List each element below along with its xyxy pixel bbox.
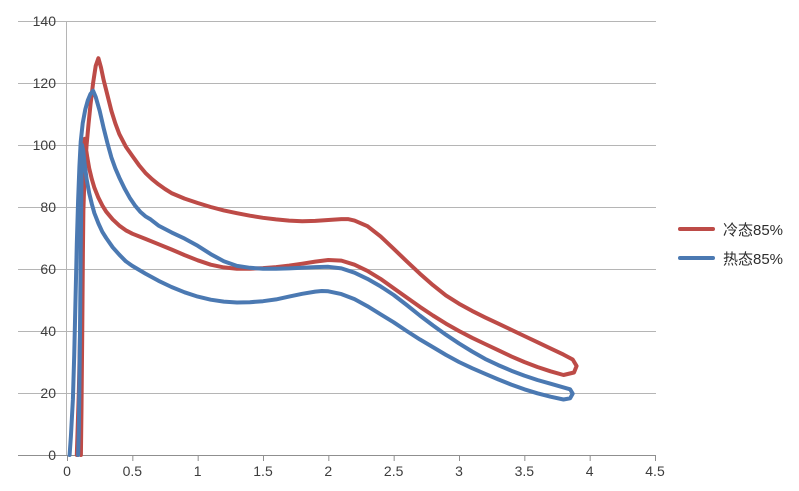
gridlines <box>18 21 656 394</box>
legend-label-cold: 冷态85% <box>723 221 784 239</box>
y-axis-tick-label: 0 <box>48 447 56 463</box>
y-axis-tick-label: 140 <box>32 13 56 29</box>
y-axis-tick-label: 40 <box>40 323 56 339</box>
legend-item-hot[interactable]: 热态85% <box>678 247 783 269</box>
axes <box>18 21 656 461</box>
y-axis-tick-label: 100 <box>32 137 56 153</box>
x-axis-tick-label: 0.5 <box>122 463 143 479</box>
legend-item-cold[interactable]: 冷态85% <box>678 218 783 240</box>
series-cold-line[interactable] <box>74 56 579 457</box>
x-axis-tick-label: 1.5 <box>253 463 273 479</box>
x-axis-tick-label: 2.5 <box>383 463 404 479</box>
y-axis-tick-label: 120 <box>32 75 56 91</box>
series-hot-line[interactable] <box>67 88 575 457</box>
x-axis-tick-label: 2 <box>324 463 333 479</box>
y-axis-tick-label: 60 <box>40 261 56 277</box>
y-axis-tick-label: 20 <box>40 385 56 401</box>
x-axis-tick-label: 0 <box>63 463 71 479</box>
x-axis-tick-label: 3.5 <box>514 463 535 479</box>
legend-label-hot: 热态85% <box>723 250 784 268</box>
x-axis-tick-label: 1 <box>193 463 202 479</box>
x-axis-tick-label: 3 <box>455 463 463 479</box>
series-lines <box>67 56 579 457</box>
x-axis-tick-label: 4.5 <box>645 463 665 479</box>
legend-line-swatch-cold <box>678 227 715 231</box>
y-axis-tick-label: 80 <box>40 199 56 215</box>
legend-line-swatch-hot <box>678 256 715 260</box>
legend: 冷态85% 热态85% <box>678 218 783 269</box>
x-axis-tick-label: 4 <box>585 463 594 479</box>
